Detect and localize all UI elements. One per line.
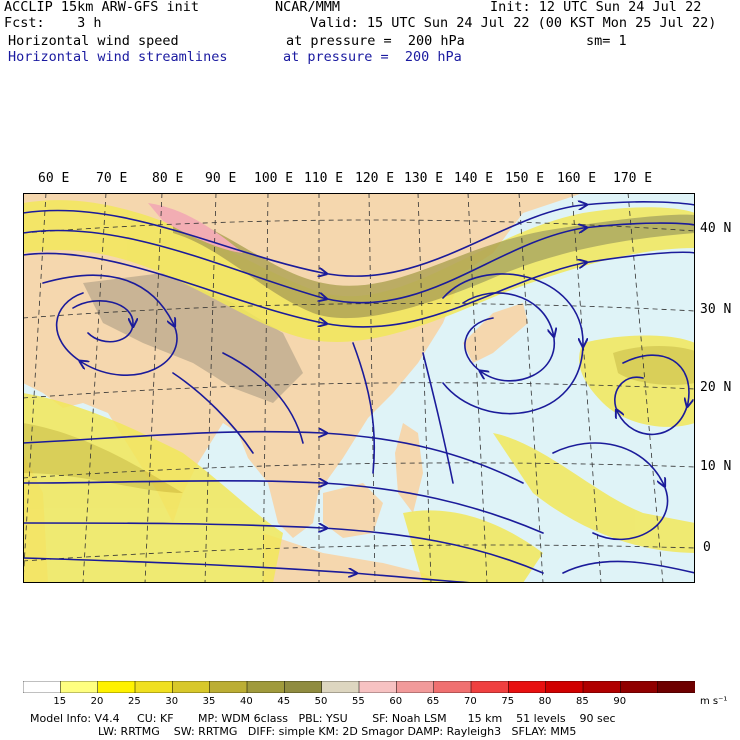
streamline: [552, 442, 669, 541]
color-bar-swatch: [508, 681, 547, 693]
streamline: [23, 432, 524, 484]
streamline: [72, 300, 133, 343]
lon-label: 150 E: [505, 171, 545, 186]
color-bar-unit: m s⁻¹: [700, 696, 728, 707]
lon-label: 80 E: [152, 171, 184, 186]
header-field2-level: at pressure = 200 hPa: [283, 49, 462, 65]
color-bar-swatch: [209, 681, 248, 693]
color-bar-label: 45: [277, 696, 291, 707]
lon-label: 140 E: [454, 171, 494, 186]
header-valid-time: Valid: 15 UTC Sun 24 Jul 22 (00 KST Mon …: [310, 15, 717, 31]
lat-label: 30 N: [700, 302, 732, 317]
color-bar-swatch: [470, 681, 510, 693]
lat-label: 20 N: [700, 380, 732, 395]
lon-label: 120 E: [355, 171, 395, 186]
color-bar-label: 70: [464, 696, 477, 707]
color-bar-label: 40: [240, 696, 253, 707]
color-bar-swatch: [545, 681, 584, 693]
streamline: [23, 557, 474, 583]
lon-label: 60 E: [38, 171, 70, 186]
lon-label: 110 E: [304, 171, 344, 186]
wind-map: [23, 193, 695, 583]
streamline: [222, 352, 304, 444]
color-bar-swatch: [396, 681, 435, 693]
grid-lat-10: [23, 462, 695, 479]
color-bar-swatch: [172, 681, 211, 693]
header-init-time: Init: 12 UTC Sun 24 Jul 22: [490, 0, 702, 15]
color-bar-swatch: [582, 681, 622, 693]
color-bar-label: 25: [128, 696, 141, 707]
streamline: [23, 522, 544, 574]
lon-label: 100 E: [254, 171, 294, 186]
streamline: [442, 273, 583, 415]
land-borneo: [323, 483, 383, 538]
grid-lon-60: [23, 193, 47, 583]
color-bar-swatch: [97, 681, 136, 693]
color-bar-label: 35: [202, 696, 216, 707]
streamline: [23, 251, 695, 328]
color-bar-swatch: [246, 681, 286, 693]
color-bar: [23, 681, 695, 693]
streamline: [172, 372, 254, 454]
streamline: [23, 481, 544, 534]
header-smoothing: sm= 1: [586, 33, 627, 49]
band-equator: [403, 510, 543, 583]
streamline: [562, 560, 695, 574]
grid-lon-70: [82, 193, 107, 583]
header-forecast-hour: Fcst: 3 h: [4, 15, 102, 31]
streamline: [42, 274, 178, 376]
color-bar-label: 30: [165, 696, 179, 707]
color-bar-label: 15: [53, 696, 67, 707]
color-bar-swatch: [321, 681, 360, 693]
streamline: [462, 292, 554, 382]
color-bar-label: 55: [352, 696, 365, 707]
map-frame: [23, 193, 695, 583]
header-institution: NCAR/MMM: [275, 0, 341, 15]
footer-model-info: Model Info: V4.4 CU: KF MP: WDM 6class P…: [30, 712, 616, 725]
header-field1-name: Horizontal wind speed: [8, 33, 179, 49]
grid-lat-20: [23, 382, 695, 399]
grid-lon-170: [627, 193, 664, 583]
streamline: [614, 354, 689, 436]
lon-label: 70 E: [96, 171, 128, 186]
color-bar-swatch: [358, 681, 398, 693]
lon-label: 170 E: [613, 171, 653, 186]
streamline: [422, 352, 454, 484]
color-bar-label: 50: [314, 696, 328, 707]
grid-lon-90: [204, 193, 217, 583]
footer-physics-info: LW: RRTMG SW: RRTMG DIFF: simple KM: 2D …: [98, 725, 577, 738]
color-bar-label: 60: [389, 696, 403, 707]
jet-max-pink: [148, 203, 243, 253]
band-east-gold: [613, 346, 695, 385]
grid-lon-80: [144, 193, 163, 583]
wind-streamlines: [23, 202, 695, 583]
grid-lat-0: [23, 544, 695, 562]
color-bar-swatch: [60, 681, 99, 693]
lon-label: 90 E: [205, 171, 237, 186]
color-bar-label: 20: [90, 696, 104, 707]
color-bar-label: 75: [501, 696, 515, 707]
color-bar-swatch: [620, 681, 659, 693]
color-bar-swatch: [284, 681, 323, 693]
header-model-title: ACCLIP 15km ARW-GFS init: [4, 0, 200, 15]
header-field2-name: Horizontal wind streamlines: [8, 49, 228, 65]
color-bar-swatch: [134, 681, 174, 693]
color-bar-label: 85: [576, 696, 589, 707]
terrain-tibet: [83, 273, 303, 403]
lon-label: 130 E: [404, 171, 444, 186]
color-bar-swatch: [23, 681, 62, 693]
color-bar-label: 80: [538, 696, 552, 707]
color-bar-swatch: [657, 681, 695, 693]
lat-label: 0: [703, 540, 711, 555]
color-bar-label: 90: [613, 696, 627, 707]
color-bar-swatch: [433, 681, 472, 693]
color-bar-label: 65: [426, 696, 440, 707]
lat-label: 10 N: [700, 459, 732, 474]
header-field1-level: at pressure = 200 hPa: [286, 33, 465, 49]
streamline: [352, 342, 376, 474]
lon-label: 160 E: [557, 171, 597, 186]
lat-label: 40 N: [700, 221, 732, 236]
